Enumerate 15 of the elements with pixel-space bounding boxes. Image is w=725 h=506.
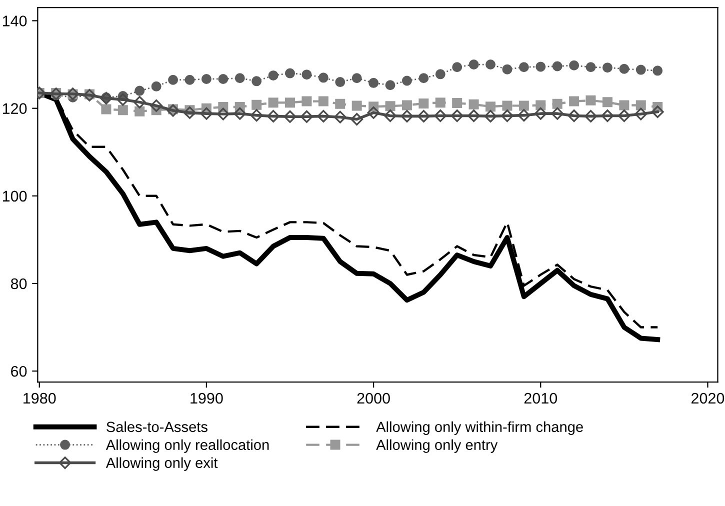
legend-label: Allowing only entry xyxy=(376,439,498,453)
legend-label: Sales-to-Assets xyxy=(106,421,208,432)
y-tick-label: 80 xyxy=(10,278,27,290)
y-tick-label: 140 xyxy=(2,16,27,26)
x-tick-label: 1980 xyxy=(24,392,56,404)
y-tick-label: 100 xyxy=(2,190,27,202)
y-tick-label: 120 xyxy=(2,103,27,114)
x-tick-label: 2010 xyxy=(524,392,558,404)
x-tick-label: 2000 xyxy=(357,392,390,404)
legend-label: Allowing only exit xyxy=(106,457,218,471)
x-tick-label: 1990 xyxy=(190,392,223,404)
legend-label: Allowing only reallocation xyxy=(106,439,269,453)
legend-label: Allowing only within-firm change xyxy=(376,421,583,435)
y-tick-label: 60 xyxy=(11,366,27,377)
x-tick-label: 2020 xyxy=(692,392,724,404)
